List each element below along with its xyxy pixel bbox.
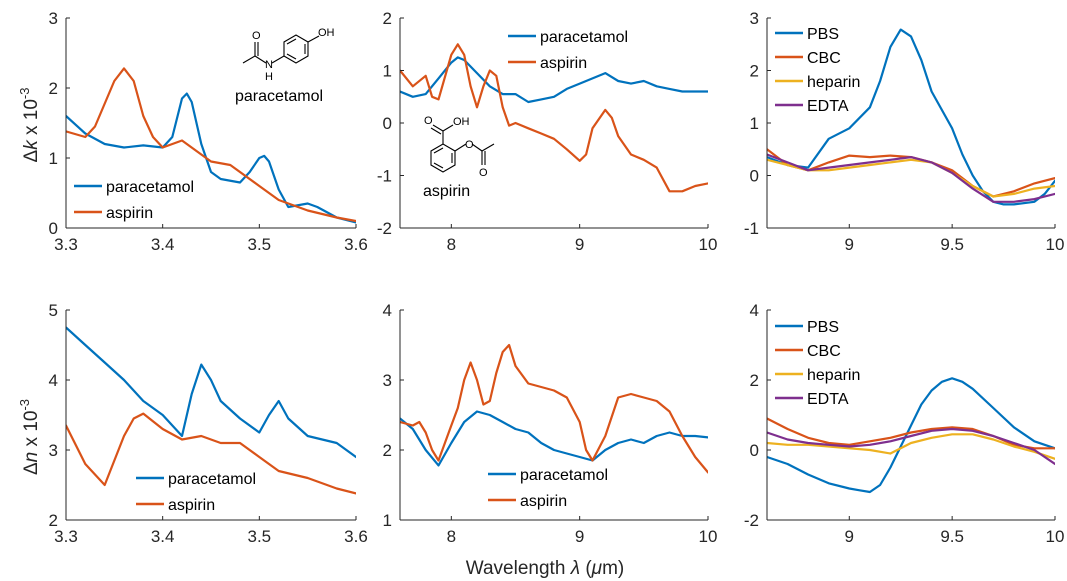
- svg-text:O: O: [424, 115, 433, 127]
- y-tick-label: 1: [49, 149, 58, 168]
- aspirin-structure-label: aspirin: [423, 183, 470, 200]
- legend-label: heparin: [807, 367, 860, 384]
- svg-text:H: H: [265, 71, 273, 83]
- paracetamol-structure-label: paracetamol: [235, 88, 323, 105]
- legend-label: paracetamol: [540, 29, 628, 46]
- y-tick-label: 2: [750, 62, 759, 81]
- x-axis-label: Wavelength λ (μm): [466, 558, 624, 579]
- legend-label: CBC: [807, 50, 841, 67]
- panel-dk-blood: 9 9.5 10 -1 0 1 2 3 PBS CBC heparin EDTA: [744, 9, 1065, 254]
- svg-text:OH: OH: [453, 116, 470, 128]
- legend: paracetamol aspirin: [74, 179, 194, 222]
- x-tick-label: 3.4: [151, 235, 175, 254]
- y-tick-label: 0: [383, 114, 392, 133]
- panel-dk-3um: 3.3 3.4 3.5 3.6 0 1 2 3 paracetamol aspirin: [49, 9, 368, 254]
- y-tick-label: 0: [750, 441, 759, 460]
- paracetamol-structure: O N H OH: [243, 27, 335, 83]
- legend: PBS CBC heparin EDTA: [775, 26, 860, 115]
- x-tick-label: 9: [575, 527, 584, 546]
- y-tick-label: -2: [744, 511, 759, 530]
- y-tick-label: 1: [383, 62, 392, 81]
- svg-text:N: N: [265, 59, 273, 71]
- y-tick-label: 2: [383, 441, 392, 460]
- y-tick-label: -2: [377, 219, 392, 238]
- x-tick-label: 9: [575, 235, 584, 254]
- y-tick-label: 1: [750, 114, 759, 133]
- legend-label: heparin: [807, 74, 860, 91]
- svg-text:O: O: [252, 30, 261, 42]
- y-tick-label: 2: [49, 79, 58, 98]
- x-tick-label: 8: [447, 235, 456, 254]
- x-tick-label: 9: [845, 527, 854, 546]
- panel-dk-8um: 8 9 10 -2 -1 0 1 2 paracetamol aspirin: [377, 9, 718, 254]
- x-tick-label: 3.5: [248, 235, 272, 254]
- x-tick-label: 9: [845, 235, 854, 254]
- legend-label: aspirin: [168, 497, 215, 514]
- y-tick-label: 0: [49, 219, 58, 238]
- legend-label: PBS: [807, 26, 839, 43]
- x-tick-label: 9.5: [940, 235, 964, 254]
- legend-label: EDTA: [807, 98, 849, 115]
- legend-label: aspirin: [106, 205, 153, 222]
- y-tick-label: 3: [750, 9, 759, 28]
- y-tick-label: 2: [49, 511, 58, 530]
- legend-label: PBS: [807, 319, 839, 336]
- y-tick-label: 3: [49, 441, 58, 460]
- panel-dn-8um: 8 9 10 1 2 3 4 paracetamol aspirin: [383, 301, 718, 546]
- series-line-paracetamol: [66, 94, 356, 223]
- legend: paracetamol aspirin: [488, 467, 608, 510]
- panel-dn-blood: 9 9.5 10 -2 0 2 4 PBS CBC heparin EDTA: [744, 301, 1065, 546]
- svg-text:OH: OH: [318, 27, 335, 39]
- y-tick-label: 2: [750, 371, 759, 390]
- aspirin-structure: O OH O O: [424, 115, 494, 179]
- legend-label: aspirin: [540, 55, 587, 72]
- x-tick-label: 3.6: [344, 527, 368, 546]
- y-axis-label-bottom: Δn x 10-3: [17, 399, 42, 475]
- legend-label: paracetamol: [168, 471, 256, 488]
- x-tick-label: 10: [1046, 235, 1065, 254]
- y-tick-label: -1: [377, 167, 392, 186]
- legend: paracetamol aspirin: [508, 29, 628, 72]
- series-line-paracetamol: [66, 328, 356, 458]
- y-tick-label: 1: [383, 511, 392, 530]
- svg-text:O: O: [465, 139, 474, 151]
- y-tick-label: 4: [383, 301, 392, 320]
- panel-dn-3um: 3.3 3.4 3.5 3.6 2 3 4 5 paracetamol aspirin: [49, 301, 368, 546]
- y-tick-label: -1: [744, 219, 759, 238]
- x-tick-label: 10: [1046, 527, 1065, 546]
- x-tick-label: 3.5: [248, 527, 272, 546]
- legend: PBS CBC heparin EDTA: [775, 319, 860, 408]
- x-tick-label: 3.4: [151, 527, 175, 546]
- legend-label: paracetamol: [106, 179, 194, 196]
- legend-label: paracetamol: [520, 467, 608, 484]
- svg-text:O: O: [479, 167, 488, 179]
- y-tick-label: 4: [750, 301, 759, 320]
- y-tick-label: 0: [750, 167, 759, 186]
- y-tick-label: 3: [383, 371, 392, 390]
- legend-label: aspirin: [520, 493, 567, 510]
- y-tick-label: 3: [49, 9, 58, 28]
- y-tick-label: 5: [49, 301, 58, 320]
- x-tick-label: 10: [699, 527, 718, 546]
- legend-label: CBC: [807, 343, 841, 360]
- x-tick-label: 10: [699, 235, 718, 254]
- legend-label: EDTA: [807, 391, 849, 408]
- x-tick-label: 3.6: [344, 235, 368, 254]
- y-axis-label-top: Δk x 10-3: [17, 88, 42, 163]
- x-tick-label: 9.5: [940, 527, 964, 546]
- legend: paracetamol aspirin: [136, 471, 256, 514]
- y-tick-label: 4: [49, 371, 58, 390]
- y-tick-label: 2: [383, 9, 392, 28]
- x-tick-label: 8: [447, 527, 456, 546]
